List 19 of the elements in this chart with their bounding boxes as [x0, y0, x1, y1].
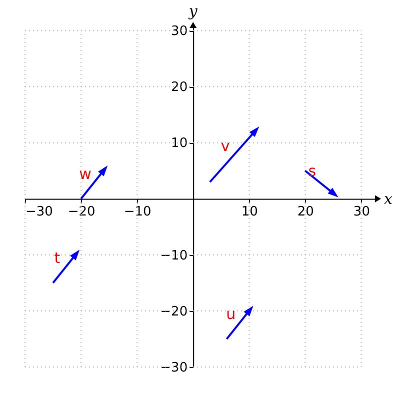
x-tick-label: −10: [124, 204, 152, 220]
y-tick-label: 20: [171, 80, 188, 96]
y-tick-label: 30: [171, 24, 188, 40]
y-tick-label: −10: [160, 248, 188, 264]
series-label: s: [308, 162, 316, 180]
x-tick-label: −20: [68, 204, 96, 220]
y-tick-label: −20: [160, 304, 188, 320]
series-label: t: [54, 248, 60, 267]
series-label: v: [220, 136, 230, 155]
x-tick-label: 20: [297, 204, 314, 220]
x-tick-label: 10: [241, 204, 258, 220]
y-tick-label: −30: [160, 360, 188, 376]
y-axis-title: y: [188, 2, 198, 20]
x-tick-label: −30: [26, 204, 53, 220]
x-axis-title: x: [384, 190, 393, 208]
x-tick-label: 30: [353, 204, 370, 220]
series-label: w: [79, 164, 92, 183]
series-label: u: [226, 304, 236, 323]
y-tick-label: 10: [171, 136, 188, 152]
